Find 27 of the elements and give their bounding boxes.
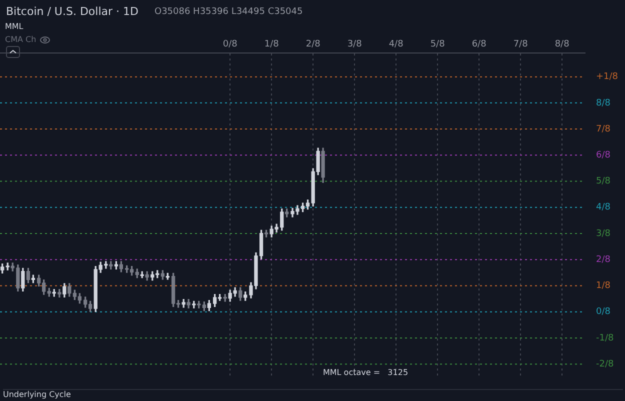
y-tick-label: -1/8 <box>596 333 614 344</box>
y-tick-label: 0/8 <box>596 307 611 318</box>
x-tick-label: 5/8 <box>430 40 446 50</box>
y-tick-label: 4/8 <box>596 202 611 213</box>
x-tick-label: 1/8 <box>264 40 280 50</box>
text: CMA Ch <box>5 35 36 44</box>
y-tick-label: 5/8 <box>596 176 611 187</box>
y-tick-label: 3/8 <box>596 228 611 239</box>
x-tick-label: 4/8 <box>388 40 404 50</box>
chart-title: Bitcoin / U.S. Dollar · 1D <box>6 5 138 18</box>
y-tick-label: 8/8 <box>596 98 611 108</box>
x-tick-label: 0/8 <box>222 40 238 50</box>
chart-subtitle: O35086 H35396 L34495 C35045 <box>154 6 303 18</box>
y-tick-label: +1/8 <box>596 72 618 82</box>
x-tick-label: 6/8 <box>472 40 487 50</box>
text: MML <box>5 22 24 31</box>
x-tick-label: 7/8 <box>513 40 528 50</box>
y-tick-label: -2/8 <box>596 359 614 370</box>
y-tick-label: 2/8 <box>596 254 611 265</box>
y-tick-label: 7/8 <box>596 124 611 134</box>
x-tick-label: 3/8 <box>347 40 362 50</box>
y-tick-label: 6/8 <box>596 150 611 161</box>
x-tick-label: 2/8 <box>306 40 321 50</box>
annotation: MML octave = 3125 <box>323 368 408 377</box>
text: Underlying Cycle <box>3 389 623 399</box>
x-tick-label: 8/8 <box>554 40 570 50</box>
y-tick-label: 1/8 <box>596 281 611 292</box>
